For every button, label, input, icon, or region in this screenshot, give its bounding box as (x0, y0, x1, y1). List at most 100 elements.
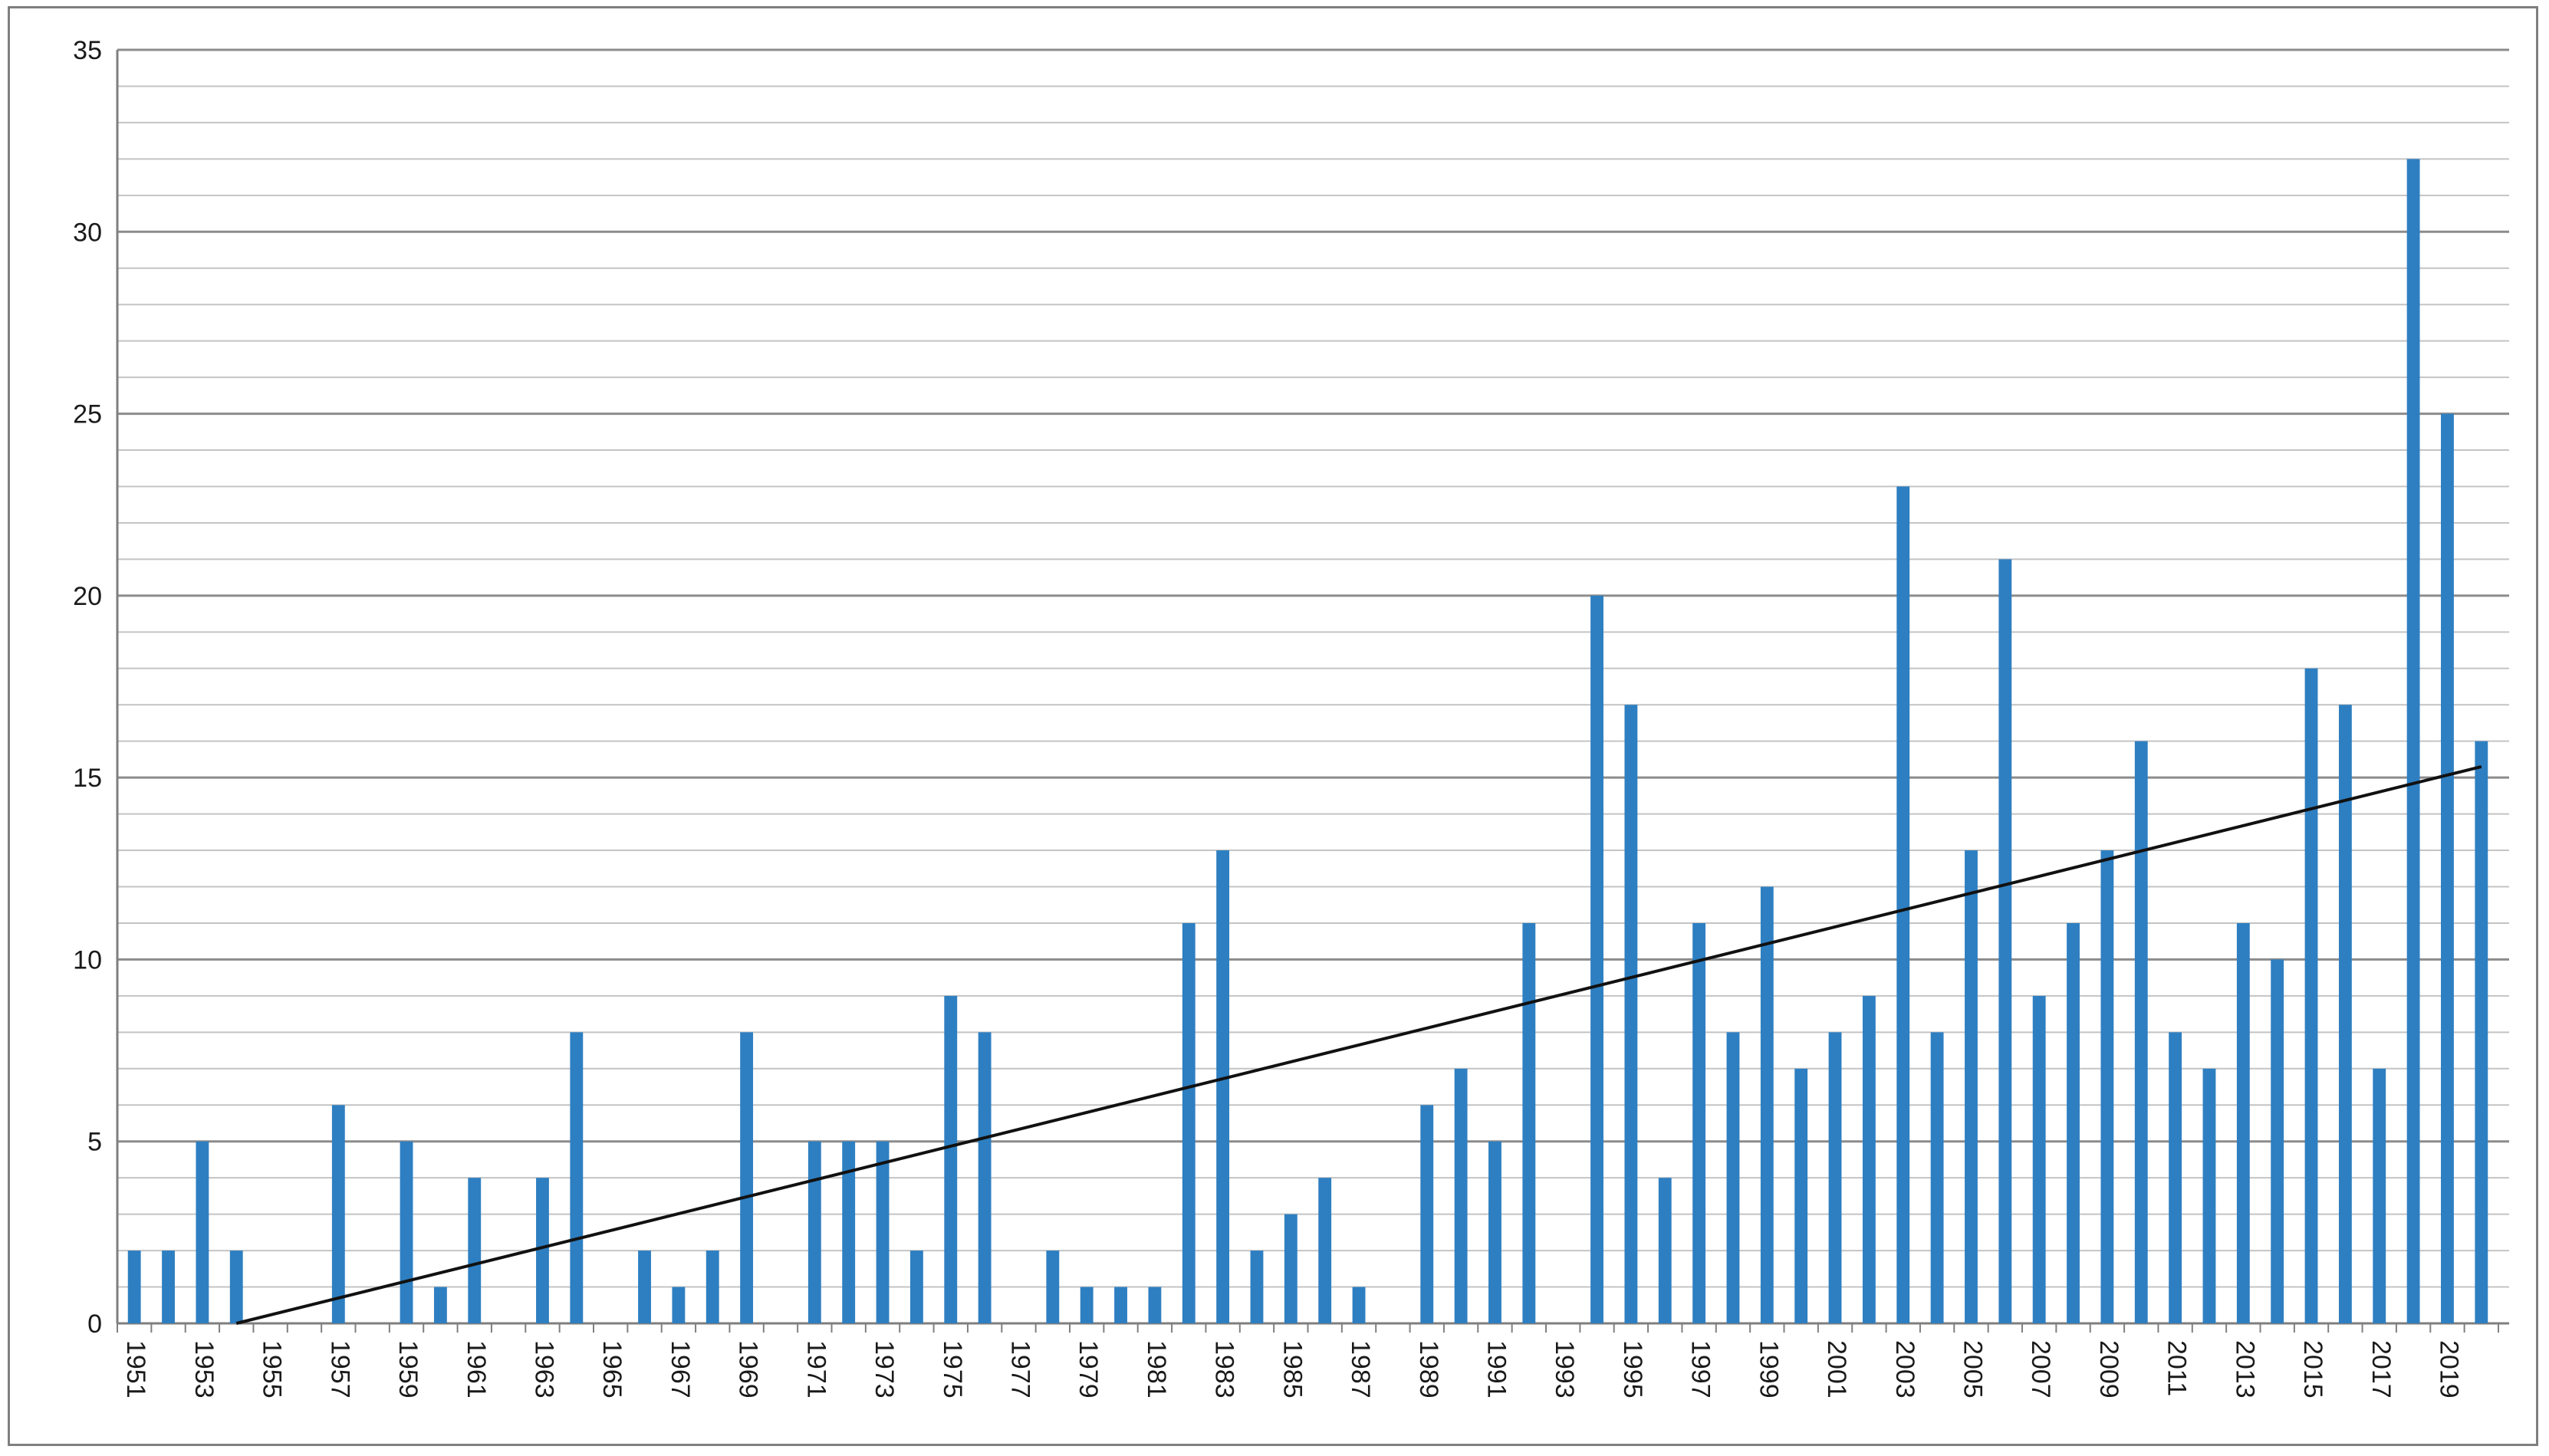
x-tick-label: 2009 (2094, 1340, 2123, 1398)
y-tick-label: 30 (73, 218, 102, 247)
linear-trendline (235, 764, 2482, 1325)
bar-1954 (229, 1251, 243, 1323)
bar-1966 (638, 1251, 651, 1323)
trend-line (235, 764, 2482, 1325)
x-tick-label: 1979 (1074, 1340, 1103, 1398)
x-tick-label: 1957 (325, 1340, 354, 1398)
bar-1983 (1216, 850, 1230, 1323)
x-tick-label: 1993 (1550, 1340, 1579, 1398)
chart-frame: 0 5 10 15 20 25 30 35 1951 1953 1955 1957 1959 1961 1… (8, 6, 2538, 1446)
bar-1980 (1114, 1287, 1127, 1323)
bar-1995 (1624, 705, 1638, 1323)
bar-1976 (978, 1032, 992, 1323)
y-tick-label: 15 (73, 764, 102, 793)
bar-2006 (1998, 559, 2012, 1323)
x-tick-label: 1973 (870, 1340, 899, 1398)
bar-2004 (1930, 1032, 1944, 1323)
x-tick-label: 1983 (1210, 1340, 1239, 1398)
x-tick-label: 1997 (1686, 1340, 1715, 1398)
bar-1974 (909, 1251, 923, 1323)
x-tick-label: 1999 (1754, 1340, 1783, 1398)
x-tick-label: 1981 (1142, 1340, 1171, 1398)
bar-2020 (2475, 741, 2488, 1323)
bar-1960 (433, 1287, 447, 1323)
x-tick-label: 1985 (1278, 1340, 1307, 1398)
bar-2000 (1794, 1068, 1808, 1323)
bar-2018 (2406, 159, 2420, 1323)
x-tick-label: 1987 (1346, 1340, 1375, 1398)
x-tick-label: 1977 (1005, 1340, 1034, 1398)
bar-1957 (331, 1105, 345, 1323)
y-tick-label: 10 (73, 945, 102, 975)
x-tick-label: 1971 (801, 1340, 830, 1398)
x-tick-label: 1975 (938, 1340, 967, 1398)
bar-2014 (2271, 959, 2284, 1323)
x-axis: 1951 1953 1955 1957 1959 1961 1963 1965 1967 1969… (117, 1322, 2509, 1398)
x-tick-label: 1955 (258, 1340, 287, 1398)
x-tick-label: 2001 (1822, 1340, 1851, 1398)
bar-2009 (2100, 850, 2114, 1323)
bar-1985 (1284, 1214, 1298, 1323)
bar-1989 (1420, 1105, 1434, 1323)
bar-1997 (1692, 922, 1706, 1323)
x-tick-label: 1961 (462, 1340, 491, 1398)
bar-2008 (2067, 922, 2080, 1323)
bar-1953 (196, 1141, 209, 1323)
x-tick-label: 1963 (529, 1340, 558, 1398)
x-tick-label: 2003 (1890, 1340, 1919, 1398)
x-tick-label: 2007 (2026, 1340, 2055, 1398)
x-tick-label: 2013 (2230, 1340, 2259, 1398)
x-tick-label: 2017 (2366, 1340, 2396, 1398)
bar-1990 (1454, 1068, 1468, 1323)
x-tick-label: 1995 (1618, 1340, 1647, 1398)
x-tick-label: 2005 (1958, 1340, 1987, 1398)
bar-1971 (807, 1141, 821, 1323)
bar-1992 (1522, 922, 1536, 1323)
y-tick-label: 25 (73, 400, 102, 429)
bar-1981 (1148, 1287, 1162, 1323)
bar-1999 (1760, 886, 1774, 1323)
y-axis: 0 5 10 15 20 25 30 35 (73, 36, 119, 1339)
bar-2017 (2373, 1068, 2386, 1323)
bar-1969 (740, 1032, 754, 1323)
bar-1994 (1590, 595, 1603, 1323)
bar-2003 (1896, 486, 1910, 1323)
y-tick-label: 0 (87, 1310, 102, 1339)
x-tick-label: 1951 (121, 1340, 150, 1398)
x-tick-label: 1969 (734, 1340, 763, 1398)
x-tick-label: 1965 (597, 1340, 627, 1398)
x-tick-label: 1959 (393, 1340, 423, 1398)
bar-2012 (2202, 1068, 2216, 1323)
bar-1972 (842, 1141, 856, 1323)
bar-1975 (944, 995, 958, 1323)
y-tick-label: 20 (73, 582, 102, 611)
bar-1973 (876, 1141, 890, 1323)
bar-1982 (1182, 922, 1196, 1323)
bar-2011 (2169, 1032, 2182, 1323)
bar-1979 (1080, 1287, 1094, 1323)
bar-1998 (1726, 1032, 1740, 1323)
bar-1961 (468, 1178, 482, 1323)
bar-2016 (2338, 705, 2352, 1323)
bar-1978 (1046, 1251, 1060, 1323)
bar-1984 (1250, 1251, 1264, 1323)
bar-1964 (570, 1032, 584, 1323)
bar-1986 (1318, 1178, 1332, 1323)
bar-1996 (1658, 1178, 1672, 1323)
bar-2010 (2134, 741, 2148, 1323)
bar-2002 (1862, 995, 1876, 1323)
bar-1951 (127, 1251, 141, 1323)
bar-2013 (2236, 922, 2250, 1323)
x-tick-label: 2011 (2163, 1340, 2192, 1396)
grid-lines (117, 48, 2509, 1325)
bar-2005 (1965, 850, 1978, 1323)
bar-2007 (2032, 995, 2046, 1323)
x-tick-label: 2019 (2434, 1340, 2463, 1398)
x-tick-label: 2015 (2298, 1340, 2327, 1398)
bar-2015 (2304, 668, 2318, 1323)
bar-1968 (705, 1251, 719, 1323)
bar-1959 (400, 1141, 413, 1323)
x-tick-label: 1953 (189, 1340, 219, 1398)
x-tick-label: 1991 (1482, 1340, 1511, 1398)
